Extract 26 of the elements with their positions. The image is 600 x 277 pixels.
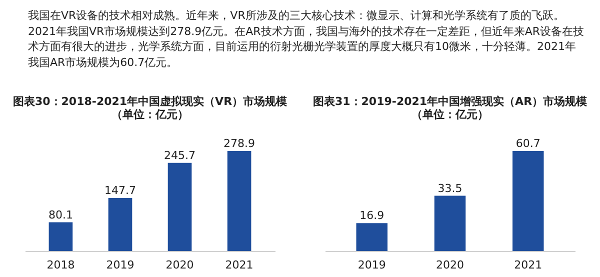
data-label: 33.5 — [438, 182, 462, 195]
x-tick-label: 2020 — [436, 258, 464, 272]
data-label: 80.1 — [48, 208, 73, 222]
x-tick-label: 2019 — [106, 258, 134, 272]
data-label: 147.7 — [104, 184, 136, 198]
data-label: 278.9 — [224, 137, 256, 150]
data-label: 16.9 — [360, 209, 384, 222]
x-tick-label: 2021 — [514, 258, 542, 272]
chart-subtitle: （单位：亿元） — [412, 108, 488, 121]
bar — [168, 162, 192, 251]
text: 术方面有很大的进步，光学系统方面，目前运用的衍射光栅光学装置的厚度大概只有10微米，十分轻薄。2021年 — [28, 39, 577, 54]
x-tick-label: 2019 — [358, 258, 386, 272]
x-tick-label: 2018 — [46, 258, 75, 272]
chart-title: 图表30：2018-2021年中国虚拟现实（VR）市场规模 — [12, 95, 288, 108]
bar — [108, 198, 132, 251]
data-label: 60.7 — [516, 137, 540, 150]
bar — [227, 151, 252, 251]
text: 我国AR市场规模为60.7亿元。 — [28, 54, 179, 70]
x-tick-label: 2020 — [166, 258, 194, 272]
chart-subtitle: （单位：亿元） — [112, 108, 188, 121]
chart-title: 图表31：2019-2021年中国增强现实（AR）市场规模 — [312, 95, 588, 108]
data-label: 245.7 — [164, 148, 196, 162]
x-tick-label: 2021 — [225, 258, 254, 272]
bar — [48, 222, 73, 251]
text: 我国在VR设备的技术相对成熟。近年来，VR所涉及的三大核心技术：微显示、计算和光学系统有了质的飞跃。 — [28, 8, 566, 24]
text: 2021年我国VR市场规模达到278.9亿元。在AR技术方面，我国与海外的技术存在一定差距，但近年来AR设备在技 — [28, 24, 584, 39]
